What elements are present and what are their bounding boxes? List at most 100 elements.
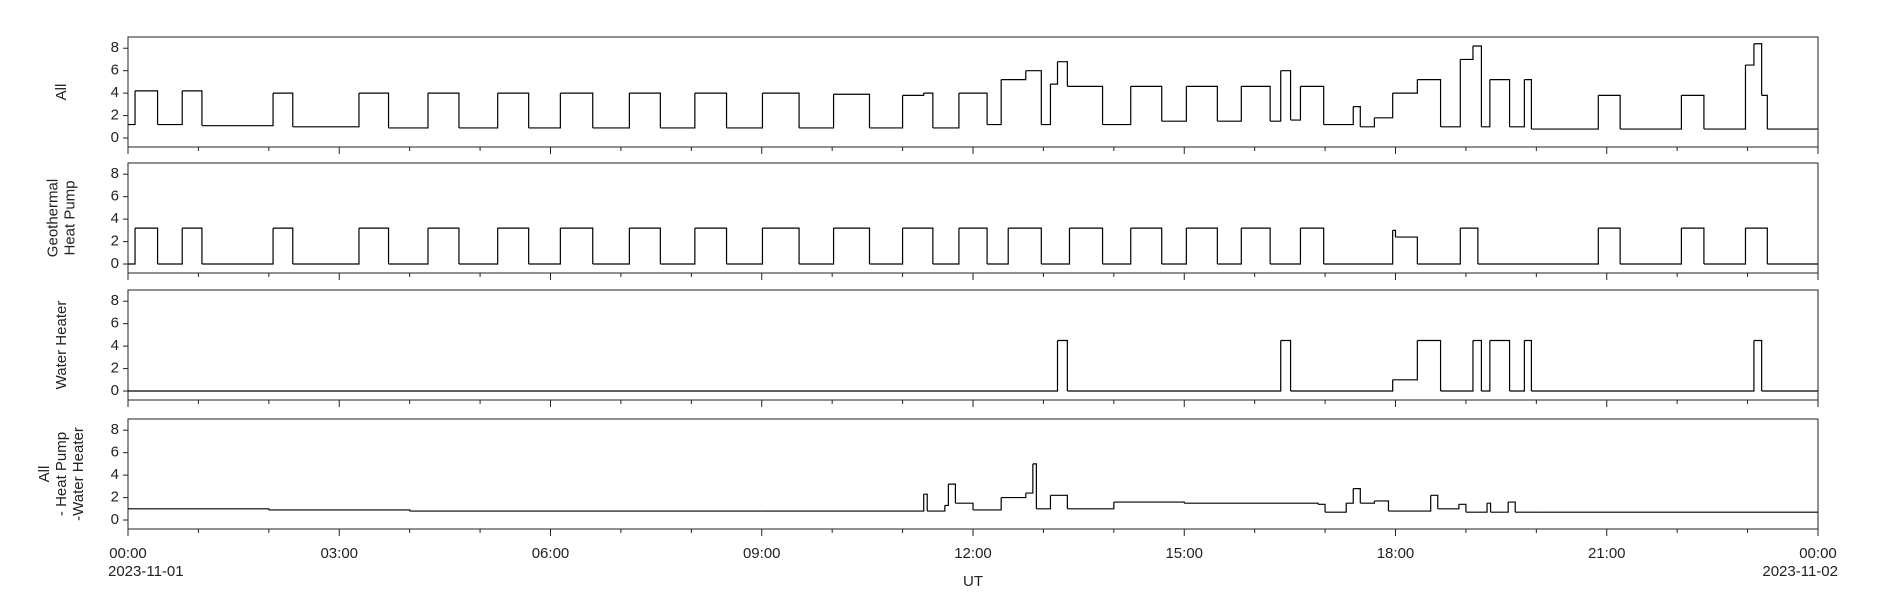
trace-step [268, 509, 411, 512]
trace-step [1057, 339, 1068, 392]
trace-step [1374, 500, 1390, 512]
trace-step [762, 227, 800, 265]
trace-step [1489, 79, 1511, 127]
trace-step [1186, 85, 1218, 122]
x-axis-label: UT [963, 573, 983, 590]
trace-step [1050, 494, 1068, 509]
trace-step [1346, 488, 1354, 504]
trace-step [1620, 228, 1682, 265]
trace-step [726, 93, 764, 129]
trace-step [1374, 93, 1394, 119]
trace-step [1465, 503, 1488, 513]
trace-step [955, 502, 974, 510]
trace-step [273, 92, 294, 127]
trace-step [1472, 45, 1483, 127]
trace-step [1509, 340, 1525, 392]
trace-step [629, 227, 661, 265]
trace-step [1057, 61, 1068, 87]
y-tick-label: 2 [111, 360, 119, 377]
trace-step [761, 494, 925, 512]
y-axis-label-line: All [36, 466, 53, 483]
trace-step [1161, 228, 1187, 265]
trace-step [833, 227, 871, 265]
trace-step [1325, 503, 1347, 513]
y-tick-label: 0 [111, 255, 119, 272]
panel-frame [127, 36, 1819, 148]
trace-step [128, 340, 1059, 392]
trace-step [923, 493, 928, 512]
trace-step [1241, 85, 1271, 122]
trace-step [1761, 94, 1768, 130]
trace-step [1440, 59, 1461, 128]
trace-step [128, 228, 136, 265]
trace-step [958, 227, 988, 265]
trace-step [182, 90, 203, 126]
trace-step [135, 90, 159, 125]
y-axis-label: Water Heater [53, 301, 70, 390]
y-tick-label: 4 [111, 84, 119, 101]
trace-step [1745, 227, 1768, 265]
trace-step [1032, 463, 1037, 509]
y-tick-label: 0 [111, 511, 119, 528]
trace-step [1703, 65, 1747, 130]
y-axis-label: All [53, 84, 70, 101]
trace-step [292, 228, 360, 265]
y-tick-label: 2 [111, 107, 119, 124]
trace-step [762, 92, 800, 128]
trace-step [987, 79, 1002, 126]
trace-step [799, 94, 835, 129]
x-tick-label: 06:00 [532, 545, 570, 562]
trace-step [629, 92, 661, 128]
trace-step [1001, 493, 1027, 499]
trace-step [1508, 501, 1516, 513]
trace-step [201, 228, 274, 265]
trace-step [1745, 43, 1755, 66]
trace-step [1280, 339, 1292, 392]
trace-step [1460, 45, 1474, 61]
y-tick-label: 6 [111, 315, 119, 332]
y-tick-label: 4 [111, 210, 119, 227]
trace-step [1067, 340, 1282, 392]
x-tick-label: 15:00 [1165, 545, 1203, 562]
trace-step [1753, 339, 1763, 392]
trace-step [902, 93, 925, 96]
y-tick-label: 8 [111, 421, 119, 438]
trace-step [927, 505, 946, 512]
trace-step [799, 228, 835, 265]
trace-step [1008, 227, 1042, 265]
trace-step [1598, 227, 1621, 265]
trace-step [1300, 227, 1325, 265]
y-tick-label: 8 [111, 39, 119, 56]
trace-step [128, 508, 270, 510]
y-tick-label: 8 [111, 165, 119, 182]
trace-step [1417, 228, 1461, 265]
trace-step [1388, 495, 1432, 512]
y-tick-label: 2 [111, 233, 119, 250]
trace-step [1598, 94, 1621, 130]
trace-step [1067, 85, 1104, 125]
trace-step [1280, 70, 1292, 121]
x-tick-label: 21:00 [1588, 545, 1626, 562]
x-tick-label: 09:00 [743, 545, 781, 562]
x-tick-label: 03:00 [320, 545, 358, 562]
trace-step [1130, 227, 1163, 265]
trace-step [528, 93, 561, 129]
x-tick-label: 00:00 [109, 545, 147, 562]
trace-step [987, 228, 1009, 265]
trace-step [1489, 339, 1511, 392]
trace-step [1186, 227, 1218, 265]
trace-step [1360, 500, 1375, 504]
trace-step [497, 227, 530, 265]
trace-step [1270, 70, 1282, 122]
y-tick-label: 6 [111, 188, 119, 205]
trace-step [1102, 86, 1132, 126]
trace-step [1323, 106, 1354, 126]
trace-step [869, 228, 904, 265]
x-date-label: 2023-11-02 [1762, 563, 1838, 580]
y-tick-label: 6 [111, 62, 119, 79]
trace-step [135, 227, 159, 265]
trace-step [1509, 79, 1525, 128]
y-tick-label: 4 [111, 466, 119, 483]
trace-step [1430, 494, 1439, 509]
trace-step [833, 93, 871, 128]
